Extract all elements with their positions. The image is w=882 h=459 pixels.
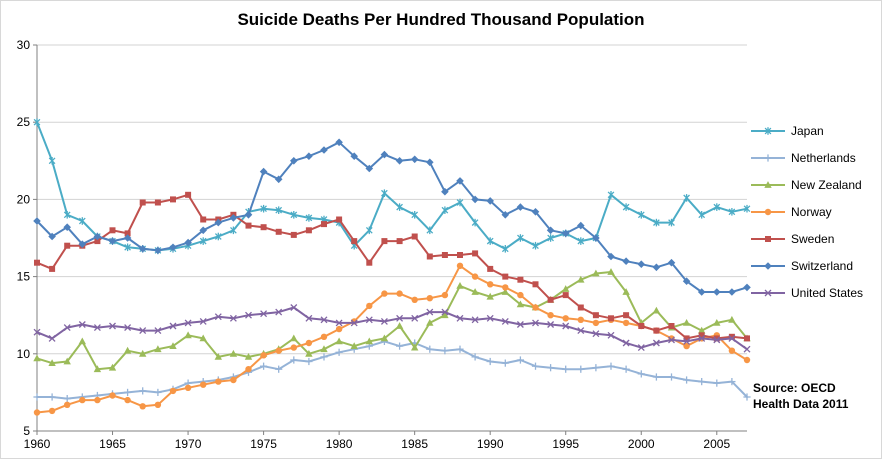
axes (33, 44, 747, 435)
legend-item-united-states: United States (751, 279, 863, 306)
legend-label: New Zealand (791, 177, 862, 192)
svg-text:2005: 2005 (703, 437, 730, 451)
svg-text:1995: 1995 (552, 437, 579, 451)
x-axis-labels: 1960 1965 1970 1975 1980 1985 1990 1995 2000 2005 (24, 437, 731, 451)
source-note-line2: Health Data 2011 (753, 396, 849, 411)
legend-label: Norway (791, 204, 832, 219)
svg-text:1990: 1990 (477, 437, 504, 451)
svg-text:1980: 1980 (326, 437, 353, 451)
switzerland-series-marker-icon (751, 261, 785, 270)
netherlands-series-marker-icon (751, 153, 785, 162)
legend-label: Sweden (791, 231, 835, 246)
svg-text:1975: 1975 (250, 437, 277, 451)
svg-text:30: 30 (17, 38, 31, 52)
svg-text:20: 20 (17, 192, 31, 206)
chart-title: Suicide Deaths Per Hundred Thousand Popu… (237, 10, 645, 29)
legend-item-new-zealand: New Zealand (751, 171, 863, 198)
svg-text:2000: 2000 (628, 437, 655, 451)
japan-series-marker-icon (751, 126, 785, 135)
svg-text:5: 5 (23, 424, 30, 438)
legend-item-switzerland: Switzerland (751, 252, 863, 279)
series-sweden (34, 191, 750, 342)
y-axis-labels: 5 10 15 20 25 30 (17, 38, 31, 438)
united-states-series-marker-icon (751, 289, 785, 296)
legend-item-norway: Norway (751, 198, 863, 225)
norway-series-marker-icon (751, 208, 785, 215)
svg-text:1970: 1970 (175, 437, 202, 451)
legend-label: Japan (791, 123, 824, 138)
legend-item-japan: Japan (751, 117, 863, 144)
series-netherlands (33, 337, 751, 403)
source-note: Source: OECD Health Data 2011 (753, 381, 848, 412)
series-japan (33, 118, 751, 255)
legend-label: United States (791, 285, 864, 300)
legend-item-sweden: Sweden (751, 225, 863, 252)
svg-text:15: 15 (17, 270, 31, 284)
series-switzerland (33, 138, 751, 296)
series-united-states (33, 304, 751, 353)
source-note-line1: Source: OECD (753, 381, 836, 395)
svg-text:1960: 1960 (24, 437, 51, 451)
svg-text:25: 25 (17, 115, 31, 129)
legend: Japan Netherlands New Zealand Norway Sweden S… (751, 117, 863, 306)
svg-text:1985: 1985 (401, 437, 428, 451)
sweden-series-marker-icon (751, 235, 785, 242)
legend-label: Netherlands (791, 150, 856, 165)
legend-item-netherlands: Netherlands (751, 144, 863, 171)
legend-label: Switzerland (791, 258, 854, 273)
series-norway (33, 262, 751, 416)
svg-text:1965: 1965 (99, 437, 126, 451)
svg-text:10: 10 (17, 347, 31, 361)
new-zealand-series-marker-icon (751, 180, 785, 188)
